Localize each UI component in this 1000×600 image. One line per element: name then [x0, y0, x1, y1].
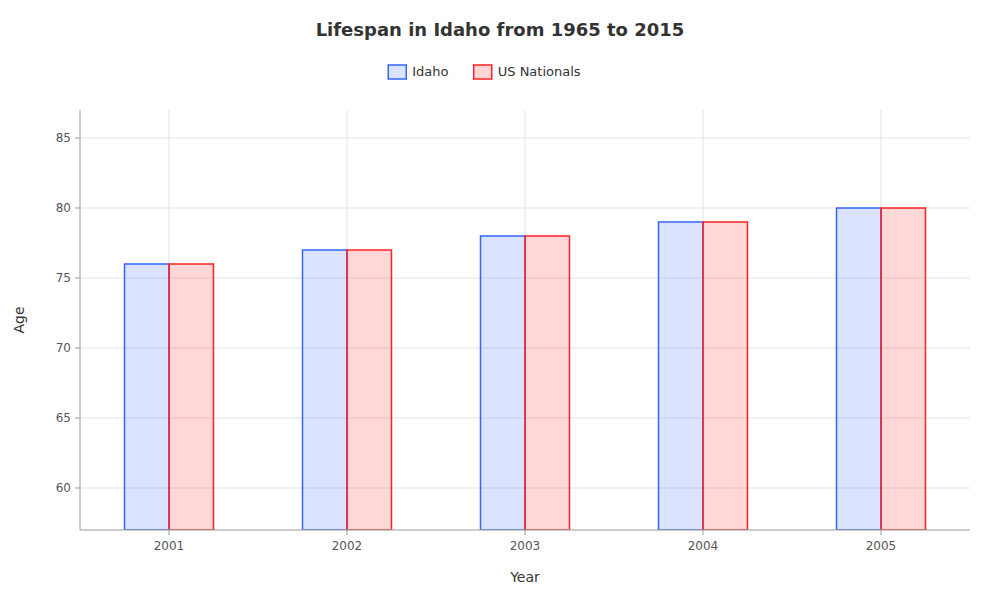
- y-tick-label: 85: [56, 131, 71, 145]
- legend: Idaho US Nationals: [388, 64, 581, 80]
- y-tick: [75, 278, 80, 279]
- x-axis-label: Year: [509, 569, 540, 585]
- y-tick-label: 65: [56, 411, 71, 425]
- legend-swatch: [388, 65, 406, 79]
- legend-swatch: [474, 65, 492, 79]
- chart-container: 60 65 70 75 80 85 2001 2002 2003 2004 2005 Year Age L…: [0, 0, 1000, 600]
- bar: [303, 250, 348, 530]
- x-tick-label: 2003: [510, 539, 541, 553]
- x-tick: [703, 530, 704, 535]
- x-tick-label: 2005: [866, 539, 897, 553]
- y-tick-label: 60: [56, 481, 71, 495]
- bar: [347, 250, 392, 530]
- y-axis-line: [80, 110, 81, 530]
- y-axis-label: Age: [11, 306, 27, 333]
- y-tick-label: 75: [56, 271, 71, 285]
- bar: [837, 208, 882, 530]
- title: Lifespan in Idaho from 1965 to 2015: [316, 19, 685, 40]
- grid: [80, 110, 970, 530]
- bar: [525, 236, 570, 530]
- x-tick: [169, 530, 170, 535]
- bar: [169, 264, 214, 530]
- y-tick: [75, 348, 80, 349]
- x-tick-label: 2002: [332, 539, 363, 553]
- axes: 60 65 70 75 80 85 2001 2002 2003 2004 2005: [56, 110, 970, 553]
- x-tick: [525, 530, 526, 535]
- x-tick: [881, 530, 882, 535]
- y-tick-label: 70: [56, 341, 71, 355]
- x-tick: [347, 530, 348, 535]
- bar: [659, 222, 704, 530]
- chart-svg: 60 65 70 75 80 85 2001 2002 2003 2004 2005 Year Age L…: [0, 0, 1000, 600]
- legend-label: Idaho: [412, 64, 448, 79]
- legend-label: US Nationals: [498, 64, 581, 79]
- bar: [703, 222, 748, 530]
- bar: [881, 208, 926, 530]
- y-tick: [75, 488, 80, 489]
- bar: [125, 264, 170, 530]
- y-tick-label: 80: [56, 201, 71, 215]
- x-tick-label: 2001: [154, 539, 185, 553]
- x-tick-label: 2004: [688, 539, 719, 553]
- y-tick: [75, 208, 80, 209]
- bars: [125, 208, 926, 530]
- bar: [481, 236, 526, 530]
- y-tick: [75, 138, 80, 139]
- y-tick: [75, 418, 80, 419]
